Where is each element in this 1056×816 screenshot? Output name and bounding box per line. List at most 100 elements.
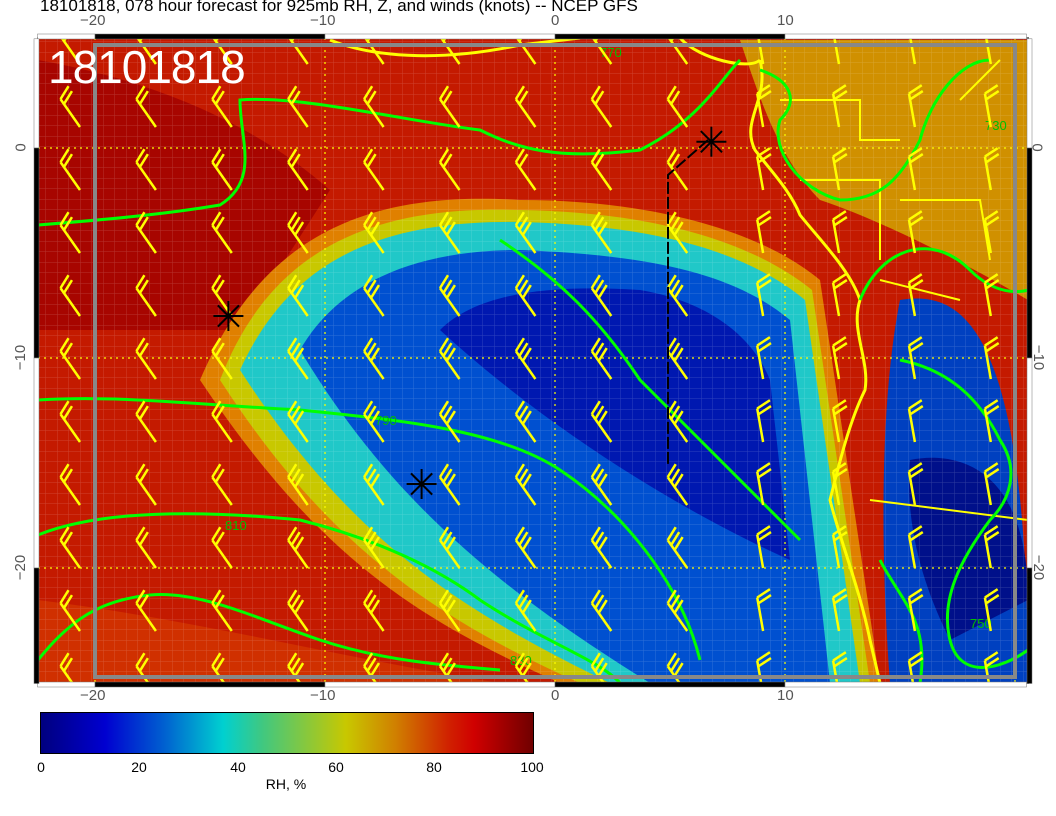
barb-flag bbox=[211, 589, 222, 604]
barb-flag bbox=[438, 652, 450, 667]
barb-flag bbox=[518, 468, 529, 483]
barb-flag bbox=[909, 342, 924, 353]
barb-flag bbox=[666, 211, 677, 226]
wind-barb bbox=[363, 463, 385, 506]
barb-flag bbox=[832, 84, 847, 95]
barb-flag bbox=[521, 536, 532, 551]
wind-barb bbox=[287, 526, 309, 569]
wind-barb bbox=[666, 526, 689, 569]
wind-barb bbox=[59, 463, 82, 506]
barb-flag bbox=[673, 599, 684, 614]
barb-flag bbox=[445, 347, 456, 362]
barb-flag bbox=[369, 347, 381, 362]
barb-flag bbox=[518, 216, 529, 231]
barb-flag bbox=[442, 405, 453, 420]
wind-barb bbox=[211, 652, 233, 683]
wind-barb bbox=[590, 337, 613, 380]
barb-flag bbox=[832, 210, 847, 221]
wind-barb bbox=[755, 147, 772, 191]
barb-flag bbox=[521, 347, 532, 362]
barb-flag bbox=[363, 463, 374, 478]
colorbar-tick: 0 bbox=[37, 759, 45, 775]
barb-flag bbox=[442, 153, 453, 168]
barb-flag bbox=[908, 525, 923, 536]
barb-flag bbox=[290, 342, 301, 357]
barb-flag bbox=[908, 399, 923, 410]
barb-flag bbox=[438, 463, 450, 478]
wind-barb bbox=[135, 652, 157, 683]
barb-flag bbox=[594, 405, 605, 420]
barb-flag bbox=[138, 657, 149, 672]
wind-barb bbox=[755, 84, 772, 128]
wind-barb bbox=[211, 463, 233, 506]
barb-flag bbox=[597, 347, 608, 362]
barb-flag bbox=[514, 400, 525, 415]
contour-810 bbox=[38, 512, 622, 683]
wind-barb bbox=[666, 589, 689, 632]
wind-barb bbox=[666, 274, 689, 317]
barb-flag bbox=[832, 273, 847, 284]
barb-flag bbox=[62, 153, 74, 168]
scale-bar-bottom bbox=[784, 681, 1027, 688]
barb-flag bbox=[985, 90, 1000, 101]
barb-flag bbox=[363, 526, 374, 541]
wind-barb bbox=[438, 526, 461, 569]
barb-flag bbox=[294, 599, 305, 614]
barb-flag bbox=[287, 211, 298, 226]
colorbar-tick: 60 bbox=[328, 759, 344, 775]
barb-flag bbox=[366, 468, 377, 483]
barb-flag bbox=[985, 594, 1000, 605]
wind-barb bbox=[363, 148, 385, 191]
wind-barb bbox=[983, 273, 1000, 317]
barb-flag bbox=[366, 405, 377, 420]
contour-770-a bbox=[38, 58, 742, 227]
wind-barb bbox=[907, 462, 924, 506]
barb-flag bbox=[442, 342, 453, 357]
barb-flag bbox=[438, 526, 450, 541]
barb-flag bbox=[985, 657, 1000, 668]
barb-flag bbox=[590, 211, 601, 226]
barb-flag bbox=[438, 211, 450, 226]
wind-barb bbox=[907, 588, 924, 632]
wind-barb bbox=[755, 462, 772, 506]
barb-flag bbox=[445, 536, 456, 551]
scale-bar-top bbox=[554, 33, 786, 40]
star-marker-stroke bbox=[700, 130, 723, 154]
barb-staff bbox=[831, 38, 841, 65]
wind-barb bbox=[211, 589, 233, 632]
barb-flag bbox=[369, 221, 381, 236]
barb-flag bbox=[984, 651, 999, 662]
wind-barb bbox=[983, 462, 1000, 506]
barb-flag bbox=[138, 90, 149, 105]
barb-flag bbox=[756, 273, 771, 284]
lon-tick-bottom: 0 bbox=[551, 687, 560, 704]
barb-flag bbox=[833, 216, 848, 227]
wind-barb bbox=[755, 588, 772, 632]
barb-flag bbox=[290, 216, 301, 231]
barb-flag bbox=[590, 337, 601, 352]
colorbar-label: RH, % bbox=[265, 776, 307, 792]
barb-flag bbox=[518, 279, 529, 294]
barb-flag bbox=[985, 216, 1000, 227]
barb-flag bbox=[590, 526, 601, 541]
wind-barb bbox=[135, 589, 157, 632]
barb-flag bbox=[597, 284, 608, 299]
barb-flag bbox=[521, 284, 532, 299]
wind-barb bbox=[59, 337, 82, 380]
barb-flag bbox=[984, 273, 999, 284]
barb-flag bbox=[294, 284, 305, 299]
wind-barb bbox=[755, 38, 765, 65]
barb-flag bbox=[594, 90, 605, 105]
barb-flag bbox=[214, 342, 225, 357]
barb-flag bbox=[597, 473, 608, 488]
barb-flag bbox=[590, 463, 601, 478]
barb-flag bbox=[984, 22, 999, 30]
barb-flag bbox=[211, 211, 222, 226]
barb-flag bbox=[366, 279, 377, 294]
wind-barb bbox=[135, 148, 157, 191]
barb-flag bbox=[442, 468, 453, 483]
wind-barb bbox=[907, 336, 924, 380]
inner-domain-box bbox=[93, 43, 1017, 679]
barb-flag bbox=[756, 462, 771, 473]
barb-flag bbox=[985, 279, 1000, 290]
